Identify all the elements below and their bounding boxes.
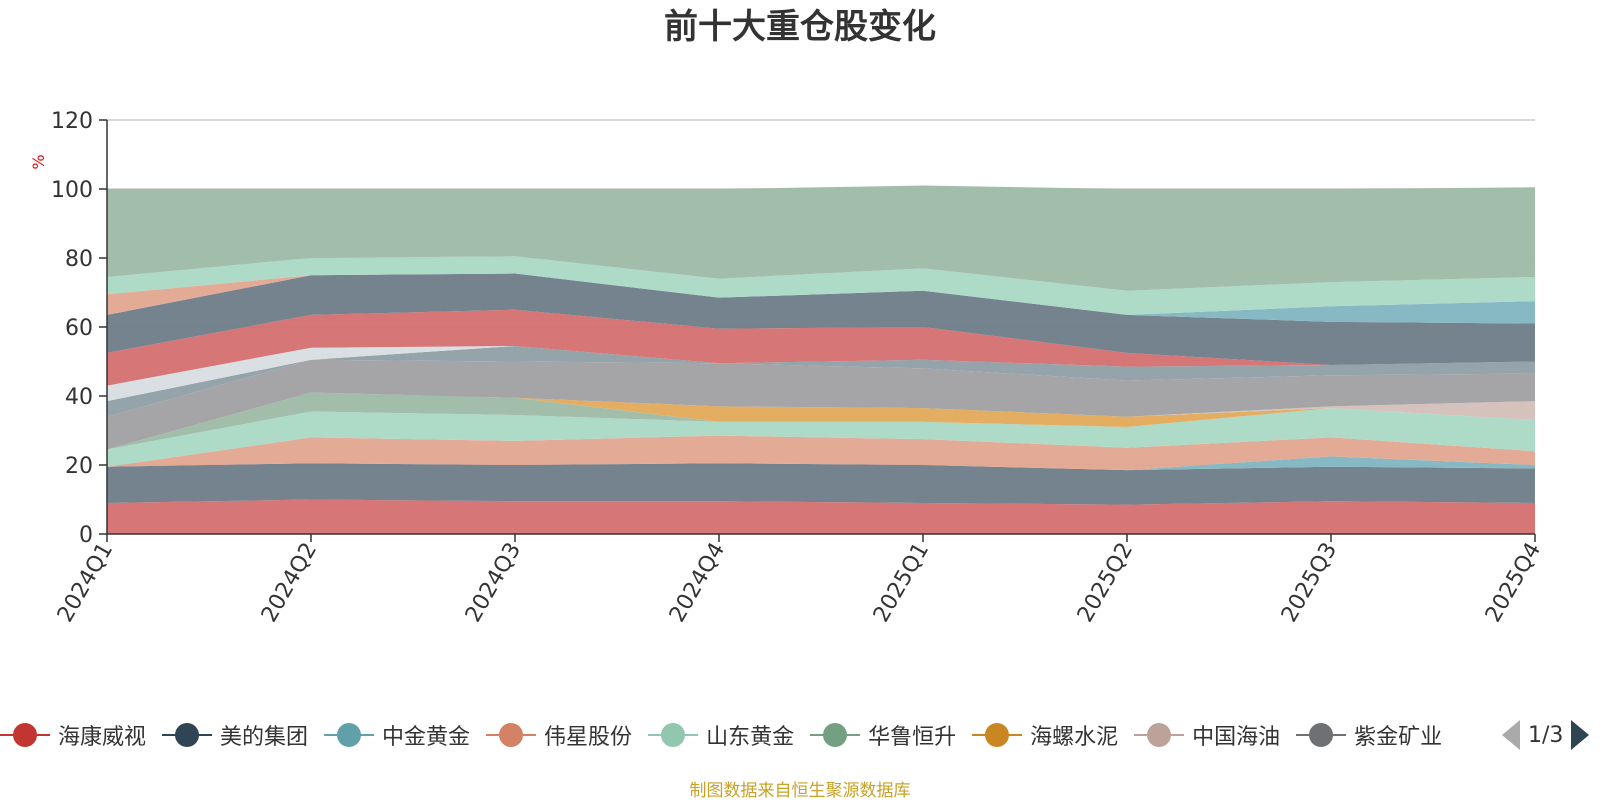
y-axis-unit-label: % [29, 154, 48, 169]
x-tick-label: 2025Q3 [1277, 539, 1342, 627]
x-tick-label: 2025Q4 [1481, 539, 1546, 627]
legend-marker-icon [162, 723, 213, 747]
legend-label: 山东黄金 [706, 725, 795, 750]
legend-label: 海螺水泥 [1030, 725, 1119, 750]
legend-marker-icon [1296, 723, 1347, 747]
y-tick-label: 0 [79, 523, 93, 548]
legend-item[interactable]: 海康威视 [0, 710, 146, 760]
y-tick-label: 100 [51, 178, 93, 203]
area-series[interactable] [107, 309, 1535, 386]
legend-label: 海康威视 [58, 725, 147, 750]
legend-label: 伟星股份 [544, 725, 633, 750]
area-series[interactable] [107, 456, 1535, 471]
area-series[interactable] [107, 256, 1535, 315]
legend-label: 中金黄金 [382, 725, 471, 750]
legend-marker-icon [1134, 723, 1185, 747]
area-series[interactable] [107, 392, 1535, 450]
legend-marker-icon [810, 723, 861, 747]
area-series[interactable] [107, 499, 1535, 535]
area-series-group [107, 185, 1535, 535]
y-tick-label: 20 [65, 454, 93, 479]
y-tick-label: 60 [65, 316, 93, 341]
x-tick-label: 2024Q2 [257, 539, 322, 627]
data-source-note: 制图数据来自恒生聚源数据库 [689, 781, 911, 801]
legend-label: 华鲁恒升 [868, 725, 957, 750]
legend-item[interactable]: 美的集团 [162, 710, 308, 760]
legend-item[interactable]: 紫金矿业 [1296, 710, 1442, 760]
x-tick-label: 2024Q4 [665, 539, 730, 627]
legend-marker-icon [324, 723, 375, 747]
legend-marker-icon [648, 723, 699, 747]
legend-item[interactable]: 伟星股份 [486, 710, 632, 760]
legend-label: 紫金矿业 [1354, 725, 1443, 750]
y-tick-label: 40 [65, 385, 93, 410]
area-series[interactable] [107, 185, 1535, 291]
legend-item[interactable]: 海螺水泥 [972, 710, 1118, 760]
legend-marker-icon [486, 723, 537, 747]
legend-item[interactable]: 华鲁恒升 [810, 710, 956, 760]
x-tick-label: 2024Q1 [53, 539, 118, 627]
legend-item[interactable]: 中国海油 [1134, 710, 1280, 760]
y-tick-label: 80 [65, 247, 93, 272]
area-series[interactable] [107, 273, 1535, 365]
y-tick-label: 120 [51, 109, 93, 134]
legend-next-page-icon[interactable] [1571, 720, 1590, 750]
legend-prev-page-icon[interactable] [1502, 720, 1520, 750]
area-series[interactable] [107, 392, 1535, 450]
area-chart: 前十大重仓股变化 % 0 20 40 60 80 100 120 2024Q1 2024Q2 20… [29, 7, 1546, 627]
legend-list: 海康威视 美的集团 中金黄金 伟星股份 山东黄金 华鲁恒升 海螺水泥 中国海油 紫金矿业 [0, 710, 1476, 760]
x-tick-label: 2025Q2 [1073, 539, 1138, 627]
legend-item[interactable]: 山东黄金 [648, 710, 794, 760]
x-tick-label: 2024Q3 [461, 539, 526, 627]
legend: 海康威视 美的集团 中金黄金 伟星股份 山东黄金 华鲁恒升 海螺水泥 中国海油 紫金矿业 1/3 [0, 710, 1600, 760]
x-tick-label: 2025Q1 [869, 539, 934, 627]
area-series[interactable] [107, 408, 1535, 467]
legend-item[interactable]: 中金黄金 [324, 710, 470, 760]
area-series[interactable] [107, 273, 1535, 324]
area-series[interactable] [107, 435, 1535, 471]
area-series[interactable] [107, 359, 1535, 450]
legend-page-indicator: 1/3 [1528, 722, 1564, 748]
legend-pager: 1/3 [1502, 710, 1600, 760]
legend-label: 美的集团 [220, 725, 309, 750]
area-series[interactable] [107, 463, 1535, 505]
legend-marker-icon [972, 723, 1023, 747]
legend-label: 中国海油 [1192, 725, 1281, 750]
chart-title: 前十大重仓股变化 [664, 7, 936, 47]
legend-marker-icon [0, 723, 50, 747]
